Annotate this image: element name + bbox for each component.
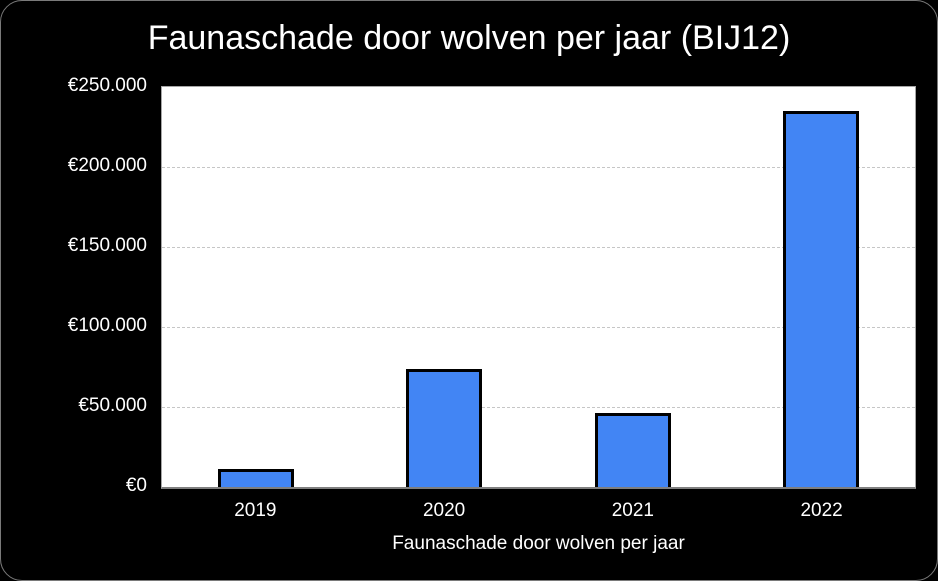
y-tick-label: €150.000 xyxy=(67,235,147,256)
y-tick-label: €100.000 xyxy=(67,315,147,336)
x-tick-label: 2022 xyxy=(800,500,843,521)
y-tick-label: €50.000 xyxy=(78,395,147,416)
y-tick-label: €0 xyxy=(125,475,147,496)
bar-2022 xyxy=(782,111,859,487)
gridline xyxy=(162,167,915,168)
bar-2021 xyxy=(594,413,671,487)
x-tick-label: 2019 xyxy=(234,500,277,521)
gridline xyxy=(162,327,915,328)
x-tick-label: 2020 xyxy=(422,500,466,521)
x-tick-label: 2021 xyxy=(611,500,655,521)
bar-2020 xyxy=(406,368,483,487)
gridline xyxy=(162,407,915,408)
y-tick-label: €200.000 xyxy=(67,155,147,176)
bar-2019 xyxy=(218,469,295,487)
y-tick-label: €250.000 xyxy=(67,75,147,96)
x-axis-title: Faunaschade door wolven per jaar xyxy=(392,533,685,554)
plot-area xyxy=(161,86,916,489)
y-axis: €250.000 €200.000 €150.000 €100.000 €50.000 €… xyxy=(1,75,147,496)
gridline xyxy=(162,247,915,248)
chart-title: Faunaschade door wolven per jaar (BIJ12) xyxy=(147,19,791,57)
x-axis: 2019 2020 2021 2022 xyxy=(161,499,916,523)
